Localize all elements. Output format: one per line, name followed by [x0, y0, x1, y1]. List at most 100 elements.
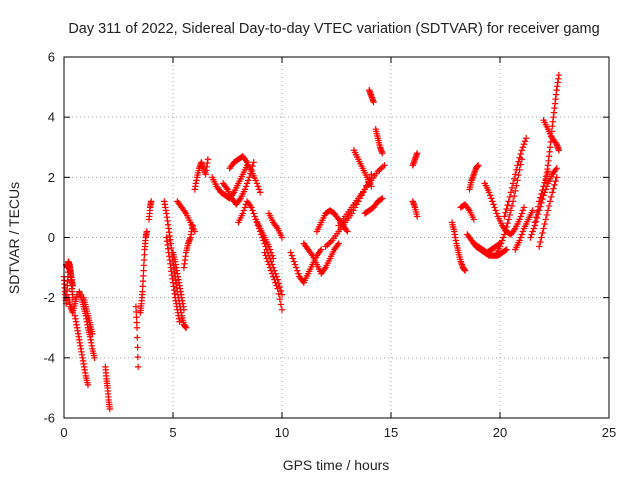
- data-point: [470, 216, 478, 223]
- data-point: [278, 234, 286, 241]
- y-tick-label: -4: [43, 350, 55, 365]
- data-point-interp: [507, 207, 515, 214]
- data-point: [133, 324, 141, 331]
- data-point: [544, 207, 552, 214]
- data-point-interp: [243, 180, 251, 187]
- data-point-interp: [502, 227, 509, 234]
- data-point-interp: [529, 228, 536, 235]
- data-point-interp: [134, 353, 142, 361]
- data-point-interp: [518, 231, 525, 238]
- data-point-interp: [493, 210, 500, 217]
- data-point-interp: [548, 193, 555, 201]
- data-point-interp: [542, 216, 549, 223]
- data-point-interp: [519, 228, 527, 235]
- data-point: [514, 162, 521, 169]
- data-point-interp: [255, 186, 263, 193]
- data-point: [252, 177, 260, 184]
- series-s25: [300, 240, 342, 277]
- data-point-interp: [134, 344, 141, 351]
- data-point-interp: [308, 250, 315, 258]
- data-point-interp: [552, 166, 559, 174]
- series-s09: [137, 228, 151, 316]
- data-point-interp: [247, 202, 254, 210]
- data-point-interp: [513, 182, 520, 189]
- data-point: [516, 216, 523, 223]
- data-point: [529, 207, 536, 214]
- series-s20: [235, 198, 277, 262]
- data-point-interp: [519, 144, 527, 151]
- data-point-interp: [537, 238, 544, 246]
- data-point-interp: [498, 237, 506, 244]
- data-point: [553, 165, 560, 172]
- data-point: [490, 201, 497, 208]
- data-point-interp: [250, 210, 257, 217]
- data-point: [182, 324, 190, 331]
- x-tick-label: 10: [275, 425, 289, 440]
- series-s30: [361, 195, 386, 217]
- data-point-interp: [376, 166, 383, 174]
- data-point-interp: [515, 158, 522, 165]
- x-tick-label: 20: [493, 425, 507, 440]
- data-point-interp: [267, 267, 275, 274]
- x-tick-labels: 0 5 10 15 20 25: [60, 425, 616, 440]
- series-s34: [409, 198, 421, 220]
- series-s48: [540, 116, 563, 154]
- series-s10: [145, 198, 155, 223]
- data-point-interp: [545, 202, 553, 210]
- data-point: [322, 243, 329, 250]
- data-point-interp: [465, 205, 472, 213]
- series-s42: [501, 135, 530, 220]
- data-point-interp: [277, 301, 285, 308]
- data-point-interp: [502, 247, 509, 254]
- data-point: [89, 330, 96, 337]
- y-tick-label: 6: [48, 50, 55, 65]
- data-point-interp: [266, 264, 274, 271]
- data-point: [241, 186, 249, 193]
- data-point: [522, 135, 530, 142]
- data-point: [91, 354, 98, 362]
- data-point-interp: [497, 240, 505, 247]
- data-point-interp: [260, 237, 267, 244]
- series-s39: [466, 162, 482, 193]
- data-point-interp: [533, 214, 541, 222]
- data-point-interp: [321, 265, 328, 273]
- y-axis-label: SDTVAR / TECUs: [6, 182, 22, 294]
- data-point-interp: [255, 225, 263, 232]
- data-point-interp: [512, 171, 519, 178]
- data-point-interp: [254, 183, 262, 190]
- data-point: [252, 216, 260, 223]
- series-s15: [180, 222, 196, 271]
- series-s12: [163, 234, 183, 325]
- data-point-interp: [290, 258, 298, 265]
- data-point: [514, 177, 521, 184]
- data-point: [368, 171, 375, 178]
- data-point: [189, 222, 196, 229]
- data-point: [69, 282, 76, 289]
- data-point-interp: [262, 252, 269, 259]
- series-s13: [169, 249, 188, 313]
- data-point-interp: [262, 243, 269, 250]
- data-point-interp: [334, 241, 341, 249]
- data-point-interp: [325, 240, 333, 247]
- data-point-interp: [377, 165, 385, 172]
- series-s19: [226, 153, 264, 196]
- series-s16: [191, 156, 212, 193]
- series-s38: [470, 240, 504, 256]
- x-tick-label: 15: [384, 425, 398, 440]
- series-s32: [372, 126, 386, 157]
- data-point-interp: [236, 196, 243, 204]
- y-tick-label: -6: [43, 411, 55, 426]
- data-point-interp: [537, 194, 544, 201]
- data-point: [540, 183, 547, 190]
- data-point: [553, 174, 560, 181]
- data-point-interp: [515, 171, 522, 179]
- series-s23: [265, 210, 286, 241]
- data-point-interp: [510, 192, 518, 200]
- series-s11: [161, 198, 190, 331]
- data-point-interp: [528, 231, 535, 238]
- data-point-interp: [316, 247, 324, 255]
- data-point-interp: [518, 210, 525, 217]
- data-point-interp: [245, 177, 252, 184]
- data-point-interp: [510, 226, 518, 234]
- data-point-interp: [534, 203, 542, 210]
